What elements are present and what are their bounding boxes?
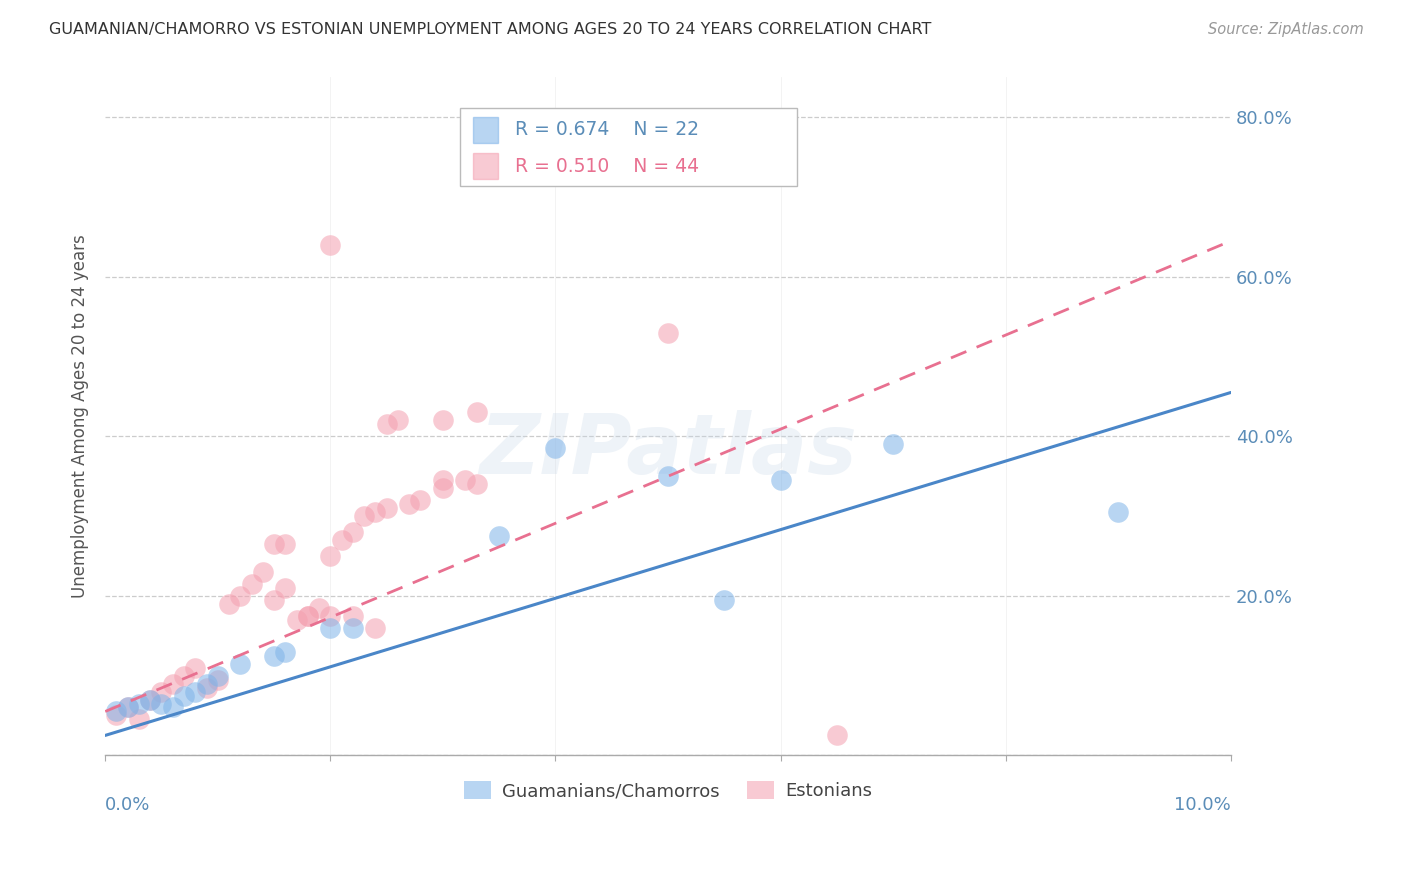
Point bbox=[184, 684, 207, 698]
FancyBboxPatch shape bbox=[474, 117, 498, 143]
Point bbox=[342, 608, 364, 623]
Point bbox=[229, 657, 252, 671]
Point bbox=[240, 577, 263, 591]
Text: 0.0%: 0.0% bbox=[105, 796, 150, 814]
Point bbox=[432, 473, 454, 487]
Point bbox=[150, 697, 173, 711]
Point bbox=[195, 676, 218, 690]
Point bbox=[657, 469, 679, 483]
Point bbox=[342, 621, 364, 635]
Point bbox=[882, 437, 904, 451]
Point bbox=[117, 700, 139, 714]
Text: GUAMANIAN/CHAMORRO VS ESTONIAN UNEMPLOYMENT AMONG AGES 20 TO 24 YEARS CORRELATIO: GUAMANIAN/CHAMORRO VS ESTONIAN UNEMPLOYM… bbox=[49, 22, 932, 37]
Point bbox=[274, 581, 297, 595]
Text: R = 0.510    N = 44: R = 0.510 N = 44 bbox=[515, 157, 699, 176]
Point bbox=[308, 600, 330, 615]
Point bbox=[207, 668, 229, 682]
Point bbox=[162, 676, 184, 690]
Point bbox=[274, 537, 297, 551]
Point bbox=[488, 529, 510, 543]
Point bbox=[319, 621, 342, 635]
Point bbox=[162, 700, 184, 714]
Legend: Guamanians/Chamorros, Estonians: Guamanians/Chamorros, Estonians bbox=[457, 774, 879, 807]
Point bbox=[128, 713, 150, 727]
Point bbox=[375, 417, 398, 432]
Point bbox=[364, 621, 387, 635]
Text: Source: ZipAtlas.com: Source: ZipAtlas.com bbox=[1208, 22, 1364, 37]
Point bbox=[454, 473, 477, 487]
Point bbox=[184, 660, 207, 674]
Point bbox=[105, 705, 128, 719]
Text: 10.0%: 10.0% bbox=[1174, 796, 1230, 814]
Point bbox=[297, 608, 319, 623]
Point bbox=[1107, 505, 1129, 519]
Point bbox=[285, 613, 308, 627]
Point bbox=[398, 497, 420, 511]
Point bbox=[263, 537, 285, 551]
Point bbox=[387, 413, 409, 427]
Point bbox=[274, 645, 297, 659]
Point bbox=[353, 509, 375, 524]
Point bbox=[319, 549, 342, 563]
FancyBboxPatch shape bbox=[460, 108, 797, 186]
Point bbox=[330, 533, 353, 547]
Point bbox=[769, 473, 792, 487]
Point bbox=[195, 681, 218, 695]
Point bbox=[263, 648, 285, 663]
Point bbox=[263, 592, 285, 607]
Point bbox=[825, 728, 848, 742]
Point bbox=[409, 493, 432, 508]
Point bbox=[364, 505, 387, 519]
Point bbox=[173, 668, 195, 682]
Point bbox=[465, 477, 488, 491]
Point bbox=[432, 413, 454, 427]
FancyBboxPatch shape bbox=[474, 153, 498, 179]
Point bbox=[218, 597, 240, 611]
Point bbox=[139, 692, 162, 706]
Point bbox=[319, 608, 342, 623]
Point bbox=[657, 326, 679, 340]
Point bbox=[465, 405, 488, 419]
Point bbox=[117, 700, 139, 714]
Text: ZIPatlas: ZIPatlas bbox=[479, 409, 858, 491]
Point bbox=[128, 697, 150, 711]
Point bbox=[544, 442, 567, 456]
Point bbox=[229, 589, 252, 603]
Point bbox=[713, 592, 735, 607]
Point bbox=[150, 684, 173, 698]
Point bbox=[432, 481, 454, 495]
Point bbox=[297, 608, 319, 623]
Point bbox=[319, 238, 342, 252]
Text: R = 0.674    N = 22: R = 0.674 N = 22 bbox=[515, 120, 699, 139]
Point bbox=[375, 501, 398, 516]
Point bbox=[139, 692, 162, 706]
Point bbox=[173, 689, 195, 703]
Point bbox=[342, 524, 364, 539]
Point bbox=[105, 708, 128, 723]
Point bbox=[252, 565, 274, 579]
Point bbox=[207, 673, 229, 687]
Y-axis label: Unemployment Among Ages 20 to 24 years: Unemployment Among Ages 20 to 24 years bbox=[72, 235, 89, 599]
